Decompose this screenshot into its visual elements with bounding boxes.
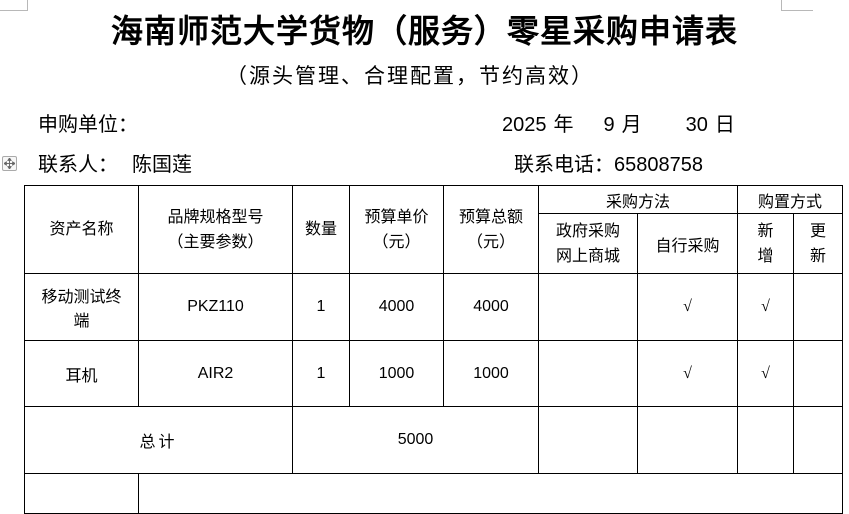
asset-name-line1: 移动测试终 bbox=[41, 289, 122, 306]
header-brand-spec-line2: （主要参数） bbox=[167, 233, 264, 251]
purchase-unit-label: 申购单位： bbox=[38, 114, 138, 136]
date-line: 2025 年 9 月 30 日 bbox=[502, 108, 735, 137]
header-gov-mall-line2: 网上商城 bbox=[555, 247, 620, 265]
partial-row-rest-cell bbox=[137, 473, 844, 514]
cell-asset-name: 移动测试终 端 bbox=[24, 273, 139, 341]
cell-spec: AIR2 bbox=[138, 340, 293, 407]
cell-unit-price: 4000 bbox=[349, 273, 444, 341]
header-quantity: 数量 bbox=[292, 185, 350, 274]
cell-new-add-check: √ bbox=[737, 340, 795, 407]
purchase-unit-line: 申购单位： bbox=[38, 108, 138, 137]
header-update-line1: 更 bbox=[810, 222, 827, 240]
phone-line: 联系电话：65808758 bbox=[514, 148, 703, 177]
date-day-label: 日 bbox=[714, 114, 735, 136]
cell-update bbox=[793, 340, 844, 407]
header-update: 更 新 bbox=[793, 213, 844, 274]
contact-label: 联系人： bbox=[38, 154, 118, 176]
cell-self-procurement-check: √ bbox=[636, 273, 739, 341]
table-move-handle[interactable] bbox=[2, 156, 17, 171]
date-month-label: 月 bbox=[621, 114, 642, 136]
total-new-cell bbox=[737, 406, 795, 474]
cell-gov-mall bbox=[538, 340, 638, 407]
header-gov-mall-line1: 政府采购 bbox=[555, 222, 620, 240]
total-label: 总计 bbox=[24, 406, 293, 474]
asset-name-line2: 端 bbox=[73, 313, 90, 330]
header-budget-total: 预算总额 （元） bbox=[443, 185, 539, 274]
header-new-line1: 新 bbox=[757, 222, 774, 240]
header-brand-spec: 品牌规格型号 （主要参数） bbox=[138, 185, 293, 274]
cell-unit-price: 1000 bbox=[349, 340, 444, 407]
total-amount: 5000 bbox=[292, 406, 539, 474]
cell-spec: PKZ110 bbox=[138, 273, 293, 341]
cell-self-procurement-check: √ bbox=[636, 340, 739, 407]
header-brand-spec-line1: 品牌规格型号 bbox=[167, 208, 264, 226]
cell-new-add-check: √ bbox=[737, 273, 795, 341]
cell-gov-mall bbox=[538, 273, 638, 341]
cell-budget-total: 1000 bbox=[443, 340, 539, 407]
contact-line: 联系人： 陈国莲 bbox=[38, 148, 192, 177]
cell-quantity: 1 bbox=[292, 273, 350, 341]
header-new-add: 新 增 bbox=[737, 213, 795, 274]
header-unit-price-line1: 预算单价 bbox=[364, 208, 429, 226]
page-title: 海南师范大学货物（服务）零星采购申请表 bbox=[110, 13, 738, 49]
total-update-cell bbox=[793, 406, 844, 474]
header-purchase-mode: 购置方式 bbox=[737, 185, 844, 214]
header-budget-total-line1: 预算总额 bbox=[458, 208, 523, 226]
crop-mark-top-right bbox=[781, 0, 813, 11]
partial-row-first-cell bbox=[24, 473, 139, 514]
header-unit-price-line2: （元） bbox=[372, 233, 421, 251]
date-month: 9 bbox=[603, 114, 615, 136]
phone-number: 65808758 bbox=[614, 154, 703, 176]
header-self-procurement: 自行采购 bbox=[636, 213, 739, 274]
phone-label: 联系电话： bbox=[514, 154, 614, 176]
header-update-line2: 新 bbox=[810, 247, 827, 265]
total-row: 总计 5000 bbox=[24, 406, 844, 474]
date-day: 30 bbox=[685, 114, 708, 136]
table-row: 移动测试终 端 PKZ110 1 4000 4000 √ √ bbox=[24, 273, 844, 341]
cell-update bbox=[793, 273, 844, 341]
page-subtitle: （源头管理、合理配置，节约高效） bbox=[226, 64, 594, 88]
table-row: 耳机 AIR2 1 1000 1000 √ √ bbox=[24, 340, 844, 407]
cell-budget-total: 4000 bbox=[443, 273, 539, 341]
header-gov-mall: 政府采购 网上商城 bbox=[538, 213, 638, 274]
contact-name: 陈国莲 bbox=[132, 154, 192, 176]
cell-quantity: 1 bbox=[292, 340, 350, 407]
total-self-cell bbox=[636, 406, 739, 474]
total-gov-mall-cell bbox=[538, 406, 638, 474]
date-year: 2025 bbox=[502, 114, 547, 136]
procurement-table: 资产名称 品牌规格型号 （主要参数） 数量 预算单价 （元） 预算总额 （元） … bbox=[24, 185, 844, 514]
crop-mark-top-left bbox=[0, 0, 28, 11]
header-budget-total-line2: （元） bbox=[466, 233, 515, 251]
move-handle-icon bbox=[4, 158, 15, 169]
date-year-label: 年 bbox=[553, 114, 574, 136]
header-asset-name: 资产名称 bbox=[24, 185, 139, 274]
cell-asset-name: 耳机 bbox=[24, 340, 139, 407]
partial-next-row bbox=[24, 473, 844, 514]
header-procurement-method: 采购方法 bbox=[537, 185, 739, 214]
header-unit-price: 预算单价 （元） bbox=[349, 185, 444, 274]
header-new-line2: 增 bbox=[757, 247, 774, 265]
